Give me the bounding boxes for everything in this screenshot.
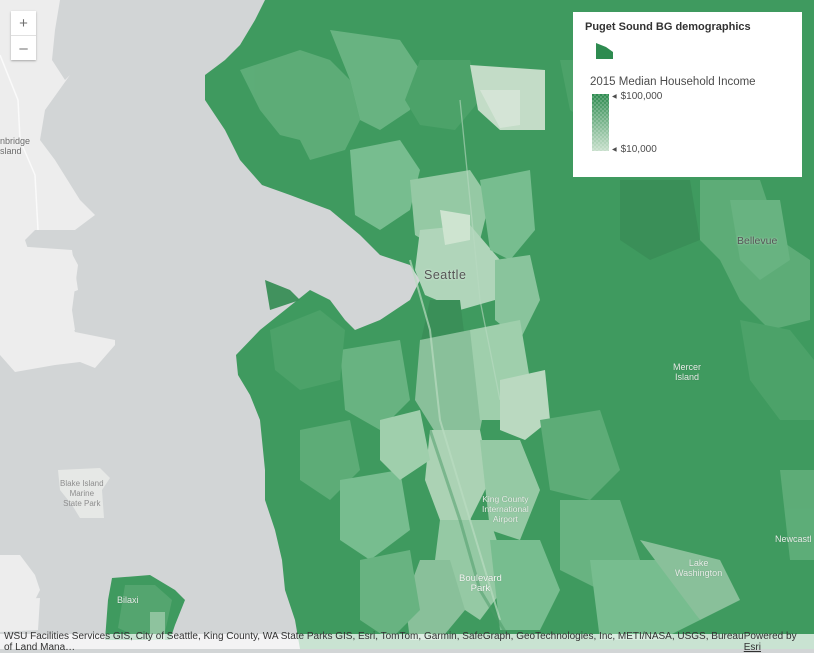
legend-layer-title: Puget Sound BG demographics xyxy=(585,21,751,33)
tick-icon: ◀ xyxy=(612,94,617,100)
label-seattle: Seattle xyxy=(424,268,467,282)
color-ramp: ◀ $100,000 ◀ $10,000 xyxy=(592,91,790,155)
label-blake-island: Blake Island Marine State Park xyxy=(60,479,104,508)
color-ramp-bar xyxy=(592,94,609,151)
label-lake-washington: Lake Washington xyxy=(675,558,723,578)
plus-icon: + xyxy=(19,14,28,32)
zoom-out-button[interactable]: – xyxy=(11,35,36,60)
esri-link[interactable]: Esri xyxy=(743,641,761,653)
ramp-min-label: ◀ $10,000 xyxy=(612,144,657,155)
label-boulevard-park: Boulevard Park xyxy=(459,573,502,594)
ramp-max-label: ◀ $100,000 xyxy=(612,91,663,102)
label-bellevue: Bellevue xyxy=(737,235,778,247)
label-bilaxi: Bilaxi xyxy=(117,595,139,605)
legend-panel: Puget Sound BG demographics 2015 Median … xyxy=(573,12,802,177)
attribution-text[interactable]: WSU Facilities Services GIS, City of Sea… xyxy=(4,630,744,653)
minus-icon: – xyxy=(19,39,28,57)
label-newcastle: Newcastl xyxy=(775,534,812,544)
tick-icon: ◀ xyxy=(612,147,617,153)
zoom-control: + – xyxy=(11,11,36,60)
label-mercer-island: Mercer Island xyxy=(673,362,702,382)
powered-by: Powered by Esri xyxy=(743,630,797,653)
polygon-symbol-icon xyxy=(596,43,613,59)
legend-field-title: 2015 Median Household Income xyxy=(590,76,756,88)
zoom-in-button[interactable]: + xyxy=(11,11,36,35)
label-bainbridge-island: nbridge sland xyxy=(0,136,31,156)
attribution-bar: WSU Facilities Services GIS, City of Sea… xyxy=(0,631,814,653)
label-king-county-airport: King County International Airport xyxy=(482,494,529,524)
